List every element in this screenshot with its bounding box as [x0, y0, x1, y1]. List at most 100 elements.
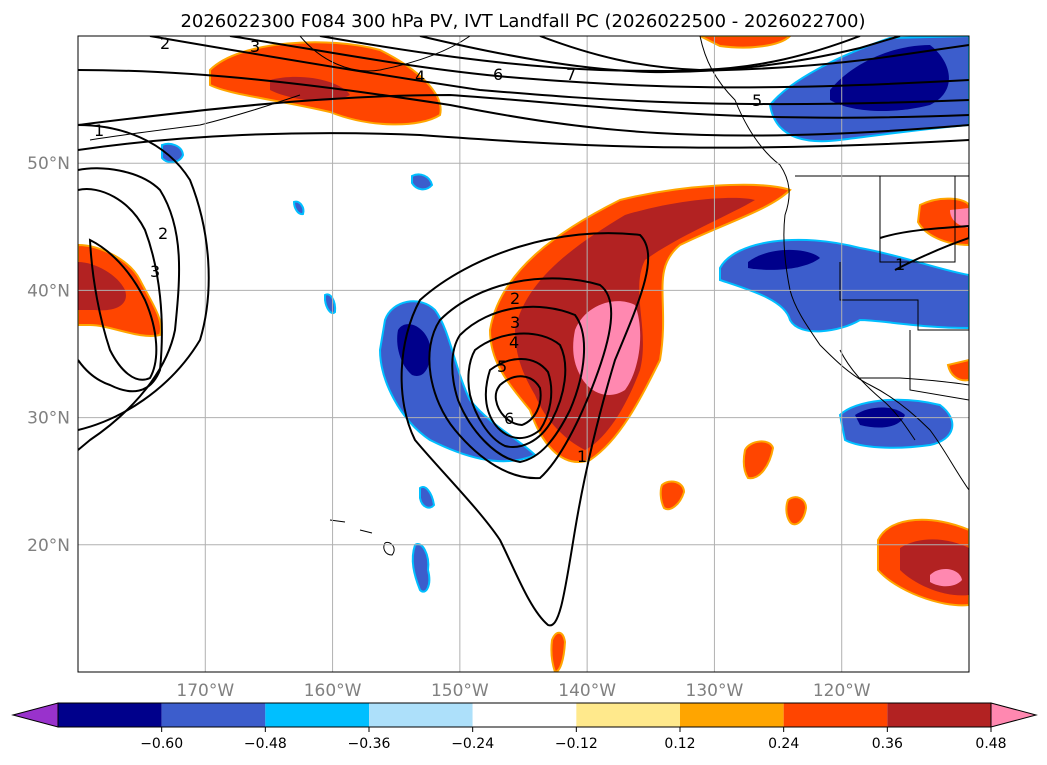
contour-dateline-4 — [78, 124, 210, 431]
contour-labels: 2 3 4 6 7 5 1 2 3 2 3 4 5 6 1 1 — [94, 34, 905, 466]
fill-positive-northeast-pacific-core — [573, 301, 641, 395]
lat-label: 30°N — [27, 409, 70, 429]
colorbar-frame — [57, 702, 992, 728]
contour-label: 5 — [497, 357, 507, 376]
lon-label: 160°W — [304, 681, 362, 701]
map-frame — [77, 35, 970, 673]
fill-negative-small-4 — [419, 486, 436, 509]
contour-label: 6 — [493, 65, 503, 84]
contour-low-1 — [400, 232, 650, 627]
lat-label: 40°N — [27, 281, 70, 301]
contour-low-3 — [451, 305, 585, 464]
contour-northeast-1 — [879, 224, 969, 271]
fill-negative-small-2 — [411, 173, 434, 191]
fill-negative-northwest-america-core — [830, 45, 949, 112]
contour-north-3 — [149, 36, 969, 106]
contour-north-1 — [78, 69, 969, 137]
contour-north-4 — [229, 36, 969, 89]
colorbar-swatch — [161, 703, 266, 727]
contour-north-2 — [78, 93, 969, 126]
contour-label: 2 — [160, 34, 170, 53]
fill-negative-western-us-core — [748, 249, 820, 270]
colorbar-extend-high — [990, 702, 1038, 728]
fill-positive-dateline-core — [78, 262, 126, 311]
border-states-3 — [909, 330, 969, 401]
fill-negative-small-1 — [161, 142, 185, 164]
figure-title: 2026022300 F084 300 hPa PV, IVT Landfall… — [180, 11, 865, 32]
coastline-alaska — [299, 36, 471, 72]
fill-positive-alaska-top — [699, 36, 792, 49]
lon-label: 170°W — [176, 681, 234, 701]
contour-label: 3 — [150, 262, 160, 281]
colorbar-tick-label: −0.12 — [555, 736, 598, 752]
contour-dateline-1 — [78, 167, 181, 451]
map-area: 2 3 4 6 7 5 1 2 3 2 3 4 5 6 1 1 — [78, 34, 969, 672]
contour-label: 4 — [415, 67, 425, 86]
colorbar-tick-label: −0.60 — [140, 736, 183, 752]
colorbar-tick-label: −0.48 — [244, 736, 287, 752]
contour-north-7 — [539, 36, 861, 72]
contour-label: 2 — [158, 224, 168, 243]
colorbar-tick-label: 0.36 — [872, 736, 903, 752]
colorbar: −0.60 −0.48 −0.36 −0.24 −0.12 0.12 0.24 0.36 0.4… — [11, 702, 1038, 752]
negative-fills — [161, 36, 969, 593]
latitude-labels: 50°N 40°N 30°N 20°N — [27, 154, 70, 556]
fill-positive-subtropics-core — [930, 568, 962, 587]
contour-low-5 — [484, 358, 553, 439]
contour-low-6 — [494, 375, 542, 427]
colorbar-extend-low — [11, 702, 59, 728]
contour-label: 1 — [577, 447, 587, 466]
border-states-1 — [879, 176, 956, 263]
anomaly-fills — [78, 36, 969, 672]
fill-positive-socal — [946, 358, 969, 382]
contour-dateline-2 — [78, 188, 163, 393]
contour-dateline-3 — [88, 238, 158, 381]
colorbar-tick-label: 0.48 — [975, 736, 1006, 752]
border-mexico — [860, 377, 969, 386]
colorbar-swatch — [472, 703, 577, 727]
lat-label: 50°N — [27, 154, 70, 174]
contour-label: 1 — [94, 121, 104, 140]
contour-north-6 — [419, 36, 901, 74]
lat-label: 20°N — [27, 536, 70, 556]
longitude-labels: 170°W 160°W 150°W 140°W 130°W 120°W — [176, 681, 870, 701]
colorbar-tick-label: −0.36 — [348, 736, 391, 752]
colorbar-swatch — [887, 703, 991, 727]
fill-positive-small-2 — [785, 496, 808, 526]
contour-low-4 — [467, 332, 567, 448]
contour-label: 5 — [752, 91, 762, 110]
contour-label: 1 — [895, 255, 905, 274]
lon-label: 120°W — [813, 681, 871, 701]
contour-label: 3 — [510, 313, 520, 332]
fill-positive-small-4 — [550, 631, 567, 672]
fill-negative-small-6 — [292, 200, 305, 216]
lon-label: 150°W — [431, 681, 489, 701]
fill-negative-small-3 — [411, 543, 431, 593]
colorbar-tick-label: 0.24 — [768, 736, 799, 752]
contour-label: 2 — [510, 289, 520, 308]
contour-low-2 — [428, 277, 613, 480]
contour-label: 6 — [504, 409, 514, 428]
pv-contours — [78, 36, 969, 627]
colorbar-tick-label: −0.24 — [451, 736, 494, 752]
colorbar-swatch — [58, 703, 162, 727]
colorbar-swatch — [265, 703, 369, 727]
lon-label: 140°W — [558, 681, 616, 701]
coastline-baja — [839, 349, 916, 441]
fill-positive-small-1 — [742, 440, 775, 480]
colorbar-swatch — [783, 703, 888, 727]
contour-label: 4 — [509, 333, 519, 352]
colorbar-swatch — [680, 703, 784, 727]
border-states-2 — [839, 262, 969, 331]
fill-positive-small-3 — [659, 480, 686, 511]
contour-north-8 — [78, 132, 969, 151]
contour-label: 7 — [566, 65, 576, 84]
contour-label: 3 — [250, 37, 260, 56]
colorbar-swatch — [369, 703, 473, 727]
contour-north-5 — [319, 36, 969, 73]
colorbar-swatch — [576, 703, 680, 727]
lon-label: 130°W — [686, 681, 744, 701]
graticule — [78, 36, 969, 672]
colorbar-tick-label: 0.12 — [664, 736, 695, 752]
